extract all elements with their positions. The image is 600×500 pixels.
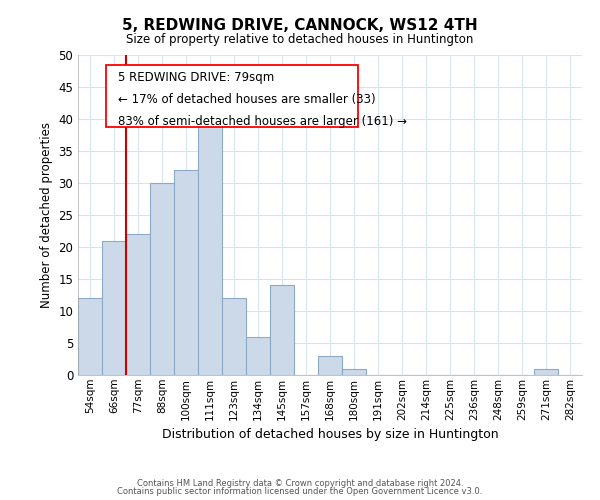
FancyBboxPatch shape: [106, 64, 358, 127]
Bar: [534, 368, 558, 375]
Text: Contains HM Land Registry data © Crown copyright and database right 2024.: Contains HM Land Registry data © Crown c…: [137, 478, 463, 488]
Text: ← 17% of detached houses are smaller (33): ← 17% of detached houses are smaller (33…: [118, 93, 376, 106]
X-axis label: Distribution of detached houses by size in Huntington: Distribution of detached houses by size …: [161, 428, 499, 441]
Bar: [78, 298, 102, 375]
Text: 5, REDWING DRIVE, CANNOCK, WS12 4TH: 5, REDWING DRIVE, CANNOCK, WS12 4TH: [122, 18, 478, 32]
Y-axis label: Number of detached properties: Number of detached properties: [40, 122, 53, 308]
Bar: [246, 336, 270, 375]
Bar: [222, 298, 246, 375]
Bar: [270, 286, 294, 375]
Text: 5 REDWING DRIVE: 79sqm: 5 REDWING DRIVE: 79sqm: [118, 71, 275, 84]
Text: Size of property relative to detached houses in Huntington: Size of property relative to detached ho…: [127, 32, 473, 46]
Text: Contains public sector information licensed under the Open Government Licence v3: Contains public sector information licen…: [118, 487, 482, 496]
Bar: [198, 112, 222, 375]
Text: 83% of semi-detached houses are larger (161) →: 83% of semi-detached houses are larger (…: [118, 114, 407, 128]
Bar: [102, 240, 126, 375]
Bar: [342, 368, 366, 375]
Bar: [150, 183, 174, 375]
Bar: [318, 356, 342, 375]
Bar: [174, 170, 198, 375]
Bar: [126, 234, 150, 375]
